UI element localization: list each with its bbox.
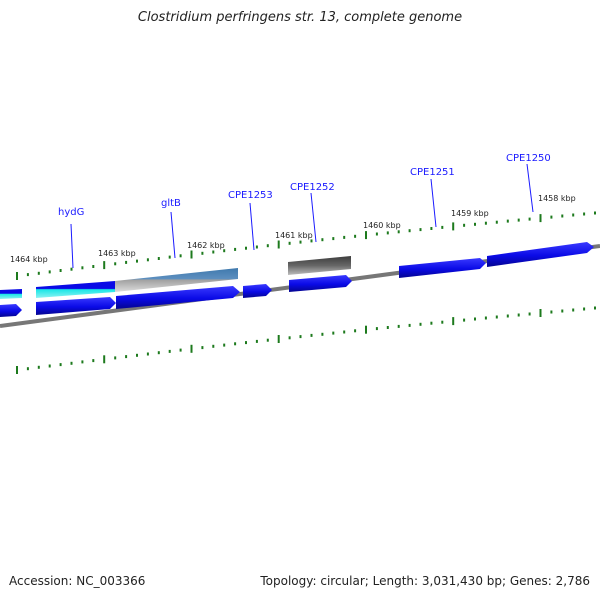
gene-label-gltb[interactable]: gltB	[161, 198, 181, 209]
cpe1251-leader-line	[430, 178, 437, 228]
scale-label-1459: 1459 kbp	[451, 209, 489, 218]
gltb-leader-line	[170, 211, 176, 259]
scale-label-1460: 1460 kbp	[363, 221, 401, 230]
cpe1253-gene-arrow[interactable]	[243, 284, 272, 298]
gene-arrow[interactable]	[0, 304, 22, 317]
scale-label-1463: 1463 kbp	[98, 249, 136, 258]
map-title: Clostridium perfringens str. 13, complet…	[137, 10, 463, 25]
cpe1252-pseudogene[interactable]	[288, 256, 351, 275]
scale-labels: 1464 kbp 1463 kbp 1462 kbp 1461 kbp 1460…	[10, 194, 576, 264]
inner-scale-ticks	[16, 306, 596, 374]
cpe1253-leader-line	[249, 202, 255, 251]
scale-label-1464: 1464 kbp	[10, 255, 48, 264]
forward-strand-features	[0, 256, 351, 299]
gltb-gene-arrow-lower[interactable]	[116, 286, 240, 309]
accession-text: Accession: NC_003366	[9, 574, 146, 588]
scale-label-1462: 1462 kbp	[187, 241, 225, 250]
gene-label-cpe1252[interactable]: CPE1252	[290, 182, 335, 193]
gltb-gene-arrow[interactable]	[115, 268, 238, 292]
hydg-leader-line	[70, 223, 74, 269]
gene-arrow[interactable]	[0, 289, 22, 299]
genome-summary-text: Topology: circular; Length: 3,031,430 bp…	[260, 574, 590, 588]
gene-label-hydg[interactable]: hydG	[58, 207, 84, 218]
outer-scale-ticks	[16, 211, 596, 280]
scale-label-1458: 1458 kbp	[538, 194, 576, 203]
gene-labels: hydG gltB CPE1253 CPE1252 CPE1251 CPE125…	[58, 153, 551, 269]
gene-label-cpe1250[interactable]: CPE1250	[506, 153, 551, 164]
cpe1250-leader-line	[526, 163, 534, 213]
cpe1250-gene-arrow[interactable]	[487, 242, 594, 267]
gene-arrow[interactable]	[36, 297, 116, 315]
reverse-strand-features	[0, 242, 594, 317]
gene-label-cpe1253[interactable]: CPE1253	[228, 190, 273, 201]
hydg-gene-arrow[interactable]	[36, 281, 115, 298]
gene-label-cpe1251[interactable]: CPE1251	[410, 167, 455, 178]
cpe1252-gene-arrow[interactable]	[289, 275, 352, 292]
cpe1252-leader-line	[310, 192, 317, 243]
scale-label-1461: 1461 kbp	[275, 231, 313, 240]
cpe1251-gene-arrow[interactable]	[399, 258, 486, 278]
